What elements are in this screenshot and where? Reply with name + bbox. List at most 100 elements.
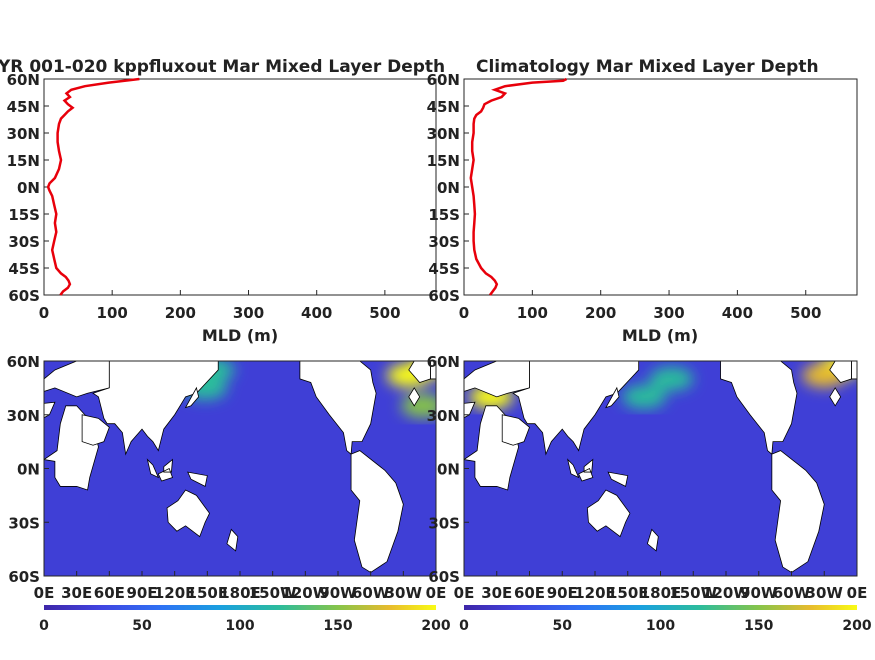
map-xtick-label: 150W xyxy=(669,584,717,602)
xtick-label: 0 xyxy=(459,304,469,322)
map-ytick-label: 30N xyxy=(427,407,460,425)
map-ytick-label: 60N xyxy=(427,353,460,371)
land-mass xyxy=(608,472,628,486)
map-xtick-label: 0E xyxy=(426,584,447,602)
land-mass xyxy=(647,529,658,551)
map-xtick-label: 150E xyxy=(187,584,229,602)
map-xtick-label: 90W xyxy=(319,584,357,602)
map-xtick-label: 0E xyxy=(34,584,55,602)
map-xtick-label: 150W xyxy=(249,584,297,602)
ytick-label: 45N xyxy=(427,98,460,116)
land-mass xyxy=(830,388,841,406)
colorbar-tick-label: 150 xyxy=(744,618,773,634)
xlabel-left: MLD (m) xyxy=(202,326,278,345)
land-mass xyxy=(147,460,172,482)
ytick-label: 0N xyxy=(17,179,40,197)
land-mass xyxy=(852,361,857,379)
map-xtick-label: 150E xyxy=(607,584,649,602)
ytick-label: 30N xyxy=(427,125,460,143)
colorbar-right xyxy=(464,605,857,610)
map-xtick-label: 90E xyxy=(126,584,157,602)
land-mass xyxy=(227,529,238,551)
colorbar-tick-label: 0 xyxy=(459,618,469,634)
ytick-label: 60S xyxy=(8,287,40,305)
ytick-label: 15N xyxy=(7,152,40,170)
ytick-label: 30S xyxy=(8,233,40,251)
land-mass xyxy=(44,402,54,459)
map-xtick-label: 60E xyxy=(94,584,125,602)
land-mass xyxy=(830,361,852,383)
xtick-label: 200 xyxy=(165,304,196,322)
map-xtick-label: 120E xyxy=(154,584,196,602)
colorbar-tick-label: 200 xyxy=(421,618,450,634)
title-right: Climatology Mar Mixed Layer Depth xyxy=(476,57,819,77)
land-mass xyxy=(464,402,474,459)
land-mass xyxy=(606,388,619,408)
axes-box-left xyxy=(43,78,437,296)
land-mass xyxy=(93,361,218,454)
xtick-label: 500 xyxy=(369,304,400,322)
ytick-label: 45S xyxy=(8,260,40,278)
mld-hotspot xyxy=(622,384,667,409)
series-line-right xyxy=(469,77,568,296)
map-xtick-label: 90E xyxy=(547,584,578,602)
map-ytick-label: 0N xyxy=(17,461,40,479)
map-xtick-label: 0E xyxy=(454,584,475,602)
land-mass xyxy=(587,490,630,537)
map-xtick-label: 60E xyxy=(514,584,545,602)
profile-panel-right: Climatology Mar Mixed Layer Depth 60N 45N… xyxy=(427,57,858,345)
ytick-label: 15S xyxy=(428,206,460,224)
map-xtick-label: 0E xyxy=(847,584,868,602)
ytick-label: 0N xyxy=(437,179,460,197)
map-xtick-label: 30E xyxy=(481,584,512,602)
map-ytick-label: 30S xyxy=(428,514,460,532)
map-ytick-label: 30N xyxy=(7,407,40,425)
land-mass xyxy=(351,451,403,573)
colorbar-tick-label: 100 xyxy=(225,618,254,634)
land-mass xyxy=(44,361,109,397)
colorbar-tick-label: 50 xyxy=(553,618,573,634)
ytick-label: 30N xyxy=(7,125,40,143)
title-left: YR 001-020 kppfluxout Mar Mixed Layer De… xyxy=(0,57,445,77)
land-mass xyxy=(431,361,436,379)
ytick-label: 60S xyxy=(428,287,460,305)
colorbar-left xyxy=(44,605,436,610)
xtick-label: 0 xyxy=(39,304,49,322)
ytick-label: 15N xyxy=(427,152,460,170)
land-mass xyxy=(409,388,420,406)
map-xtick-label: 30W xyxy=(806,584,844,602)
land-mass xyxy=(167,490,209,537)
colorbar-tick-label: 50 xyxy=(132,618,152,634)
ytick-label: 45N xyxy=(7,98,40,116)
xtick-label: 500 xyxy=(790,304,821,322)
map-ytick-label: 60N xyxy=(7,353,40,371)
colorbar-tick-label: 0 xyxy=(39,618,49,634)
xtick-label: 100 xyxy=(517,304,548,322)
map-ytick-label: 30S xyxy=(8,514,40,532)
profile-panel-left: YR 001-020 kppfluxout Mar Mixed Layer De… xyxy=(0,57,445,345)
map-xtick-label: 30E xyxy=(61,584,92,602)
land-mass xyxy=(502,415,529,445)
map-xtick-label: 180E xyxy=(219,584,261,602)
map-ytick-label: 60S xyxy=(8,568,40,586)
ytick-label: 60N xyxy=(427,71,460,89)
map-xtick-label: 60W xyxy=(352,584,390,602)
axes-box-right xyxy=(463,78,858,296)
land-mass xyxy=(188,472,208,486)
series-line-left xyxy=(46,77,140,296)
land-mass xyxy=(568,460,593,482)
land-mass xyxy=(186,388,199,408)
ytick-label: 60N xyxy=(7,71,40,89)
colorbar-tick-label: 150 xyxy=(323,618,352,634)
mld-hotspot xyxy=(649,366,694,391)
map-xtick-label: 120E xyxy=(574,584,616,602)
map-ytick-label: 0N xyxy=(437,461,460,479)
map-xtick-label: 180E xyxy=(640,584,682,602)
map-xtick-label: 120W xyxy=(281,584,329,602)
xlabel-right: MLD (m) xyxy=(622,326,698,345)
xtick-label: 400 xyxy=(722,304,753,322)
xtick-label: 100 xyxy=(97,304,128,322)
